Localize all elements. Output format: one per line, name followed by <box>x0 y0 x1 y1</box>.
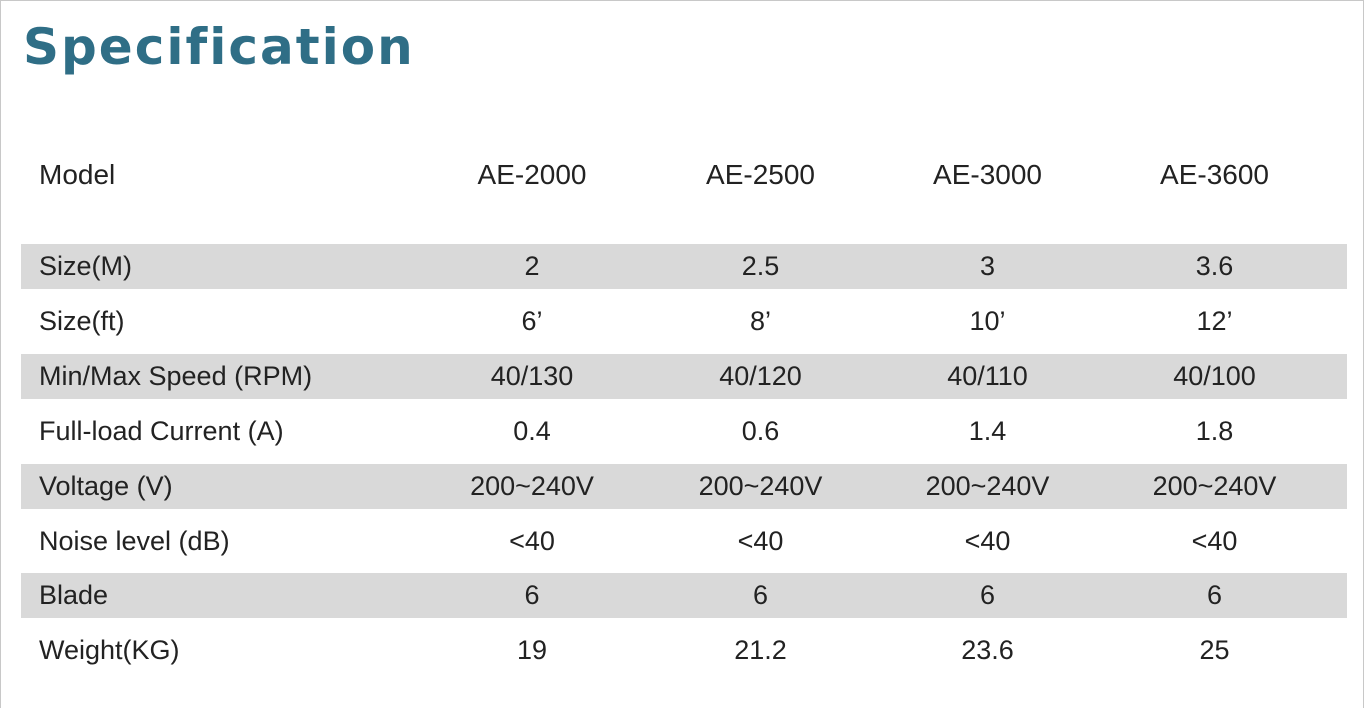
table-cell: 200~240V <box>470 471 594 501</box>
table-row: Noise level (dB) <40 <40 <40 <40 <box>21 519 1347 564</box>
table-cell: 12’ <box>1196 306 1233 336</box>
table-cell: 25 <box>1199 635 1230 665</box>
model-column-header: AE-2000 <box>477 159 587 190</box>
table-cell: <40 <box>1191 526 1238 556</box>
table-row: Blade 6 6 6 6 <box>21 573 1347 618</box>
table-row: Min/Max Speed (RPM) 40/130 40/120 40/110… <box>21 354 1347 399</box>
table-cell: 21.2 <box>734 635 787 665</box>
row-label: Blade <box>39 580 109 610</box>
table-cell: 40/130 <box>490 361 574 391</box>
table-cell: 200~240V <box>698 471 823 501</box>
table-cell: 6 <box>524 580 540 610</box>
table-cell: 8’ <box>749 306 771 336</box>
table-cell: 6’ <box>521 306 543 336</box>
table-cell: 0.6 <box>741 416 780 446</box>
model-column-header: AE-3000 <box>933 159 1042 190</box>
table-cell: 200~240V <box>925 471 1050 501</box>
table-row: Weight(KG) 19 21.2 23.6 25 <box>21 628 1347 673</box>
page-title: Specification <box>23 18 415 76</box>
table-cell: 6 <box>752 580 769 610</box>
table-cell: <40 <box>509 526 555 556</box>
table-row: Size(ft) 6’ 8’ 10’ 12’ <box>21 299 1347 344</box>
table-cell: 0.4 <box>513 416 551 446</box>
table-row: Voltage (V) 200~240V 200~240V 200~240V 2… <box>21 464 1347 509</box>
row-label: Full-load Current (A) <box>39 416 284 446</box>
row-label: Min/Max Speed (RPM) <box>39 361 313 391</box>
table-cell: 40/100 <box>1173 361 1256 391</box>
table-cell: 2 <box>524 251 540 281</box>
table-cell: 200~240V <box>1152 471 1277 501</box>
table-cell: 3.6 <box>1195 251 1234 281</box>
row-label: Size(M) <box>39 251 132 281</box>
table-row: Size(M) 2 2.5 3 3.6 <box>21 244 1347 289</box>
header-label: Model <box>39 159 116 190</box>
table-cell: <40 <box>737 526 784 556</box>
table-cell: 6 <box>1206 580 1223 610</box>
table-cell: 1.4 <box>968 416 1007 446</box>
row-label: Voltage (V) <box>39 471 173 501</box>
table-cell: 10’ <box>969 306 1006 336</box>
model-column-header: AE-3600 <box>1160 159 1269 190</box>
table-cell: 3 <box>979 251 996 281</box>
table-cell: 1.8 <box>1195 416 1234 446</box>
table-cell: 23.6 <box>961 635 1014 665</box>
table-cell: 6 <box>979 580 996 610</box>
table-row: Full-load Current (A) 0.4 0.6 1.4 1.8 <box>21 409 1347 454</box>
table-cell: 40/120 <box>719 361 802 391</box>
model-column-header: AE-2500 <box>706 159 815 190</box>
table-header-row: Model AE-2000 AE-2500 AE-3000 AE-3600 <box>21 151 1347 199</box>
table-cell: 2.5 <box>741 251 780 281</box>
table-cell: <40 <box>964 526 1011 556</box>
row-label: Noise level (dB) <box>39 526 230 556</box>
table-cell: 40/110 <box>947 361 1028 391</box>
row-label: Weight(KG) <box>39 635 180 665</box>
row-label: Size(ft) <box>39 306 125 336</box>
table-cell: 19 <box>516 635 548 665</box>
